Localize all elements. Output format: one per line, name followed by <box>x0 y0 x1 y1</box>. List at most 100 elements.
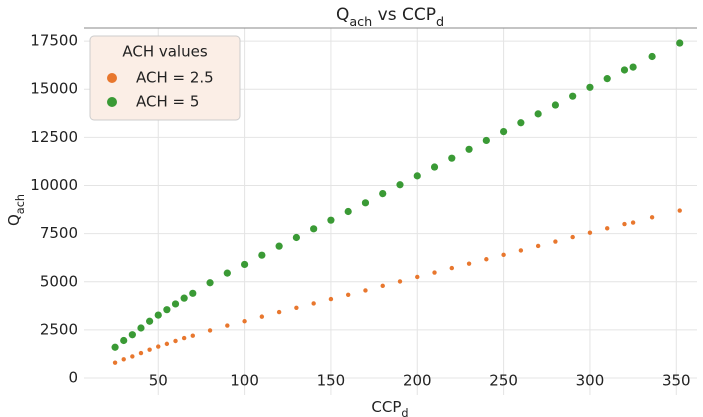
point <box>415 274 420 280</box>
point <box>630 220 636 225</box>
point <box>223 269 231 277</box>
point <box>164 341 170 347</box>
text-part: vs CCP <box>372 5 436 25</box>
point <box>258 251 266 259</box>
point <box>396 181 404 189</box>
point <box>413 172 421 180</box>
text-part: d <box>436 15 444 30</box>
point <box>242 319 247 324</box>
point <box>500 127 508 136</box>
legend-marker <box>107 73 117 83</box>
point <box>484 257 489 262</box>
point <box>622 221 627 227</box>
legend-title: ACH values <box>122 43 207 61</box>
point <box>146 317 154 325</box>
point <box>180 294 188 302</box>
point <box>294 305 299 310</box>
point <box>327 216 335 224</box>
point <box>379 189 387 198</box>
point <box>569 92 577 100</box>
point <box>225 323 230 328</box>
point <box>482 136 490 145</box>
point <box>112 360 118 365</box>
point <box>171 300 180 308</box>
y-tick-label: 15000 <box>30 80 78 98</box>
y-tick-label: 2500 <box>40 320 78 338</box>
point <box>551 101 560 109</box>
point <box>605 226 610 231</box>
point <box>586 83 594 91</box>
point <box>181 335 187 341</box>
point <box>138 350 144 356</box>
point <box>649 215 655 220</box>
x-tick-label: 350 <box>662 372 691 390</box>
point <box>449 265 454 271</box>
y-tick-label: 0 <box>68 369 78 387</box>
point <box>535 243 541 249</box>
point <box>189 289 197 297</box>
point <box>156 344 161 349</box>
point <box>275 242 283 250</box>
chart-title: Qach vs CCPd <box>336 5 444 30</box>
point <box>361 199 370 207</box>
point <box>154 311 162 319</box>
point <box>328 296 334 302</box>
point <box>120 336 128 345</box>
point <box>128 331 136 339</box>
point <box>344 207 352 216</box>
point <box>130 354 135 359</box>
point <box>137 324 145 332</box>
point <box>380 283 385 289</box>
y-tick-label: 12500 <box>30 128 78 146</box>
point <box>587 230 593 235</box>
legend-box <box>89 35 241 121</box>
y-tick-label: 17500 <box>30 32 78 50</box>
x-tick-label: 250 <box>489 372 518 390</box>
point <box>163 306 171 314</box>
point <box>603 75 611 83</box>
point <box>430 163 439 171</box>
legend-label: ACH = 2.5 <box>136 69 214 87</box>
point <box>292 233 300 242</box>
point <box>432 270 437 275</box>
x-tick-label: 150 <box>317 372 346 390</box>
point <box>259 314 265 319</box>
point <box>676 39 684 47</box>
point <box>206 279 214 287</box>
point <box>147 347 152 352</box>
point <box>345 292 351 297</box>
text-part: ach <box>349 15 372 30</box>
point <box>518 248 524 253</box>
point <box>465 145 473 153</box>
point <box>207 328 213 333</box>
point <box>121 357 126 362</box>
point <box>173 338 178 344</box>
x-tick-label: 300 <box>576 372 605 390</box>
x-tick-label: 50 <box>149 372 168 390</box>
point <box>397 279 403 284</box>
y-tick-label: 10000 <box>30 176 78 194</box>
point <box>111 343 119 351</box>
point <box>276 309 282 315</box>
y-tick-label: 5000 <box>40 272 78 290</box>
legend-marker <box>107 97 117 107</box>
x-tick-label: 100 <box>230 372 259 390</box>
legend-label: ACH = 5 <box>136 93 199 111</box>
point <box>501 252 506 258</box>
point <box>534 110 542 118</box>
text-part: Q <box>336 5 349 25</box>
point <box>448 154 456 162</box>
x-tick-label: 200 <box>403 372 432 390</box>
point <box>466 261 472 266</box>
point <box>310 225 318 233</box>
point <box>553 239 558 244</box>
point <box>620 66 629 74</box>
point <box>311 301 316 306</box>
text-part: Q <box>5 214 23 226</box>
point <box>240 260 249 269</box>
point <box>648 52 656 61</box>
point <box>517 119 525 127</box>
text-part: CCP <box>371 398 401 416</box>
text-part: ach <box>14 194 27 214</box>
